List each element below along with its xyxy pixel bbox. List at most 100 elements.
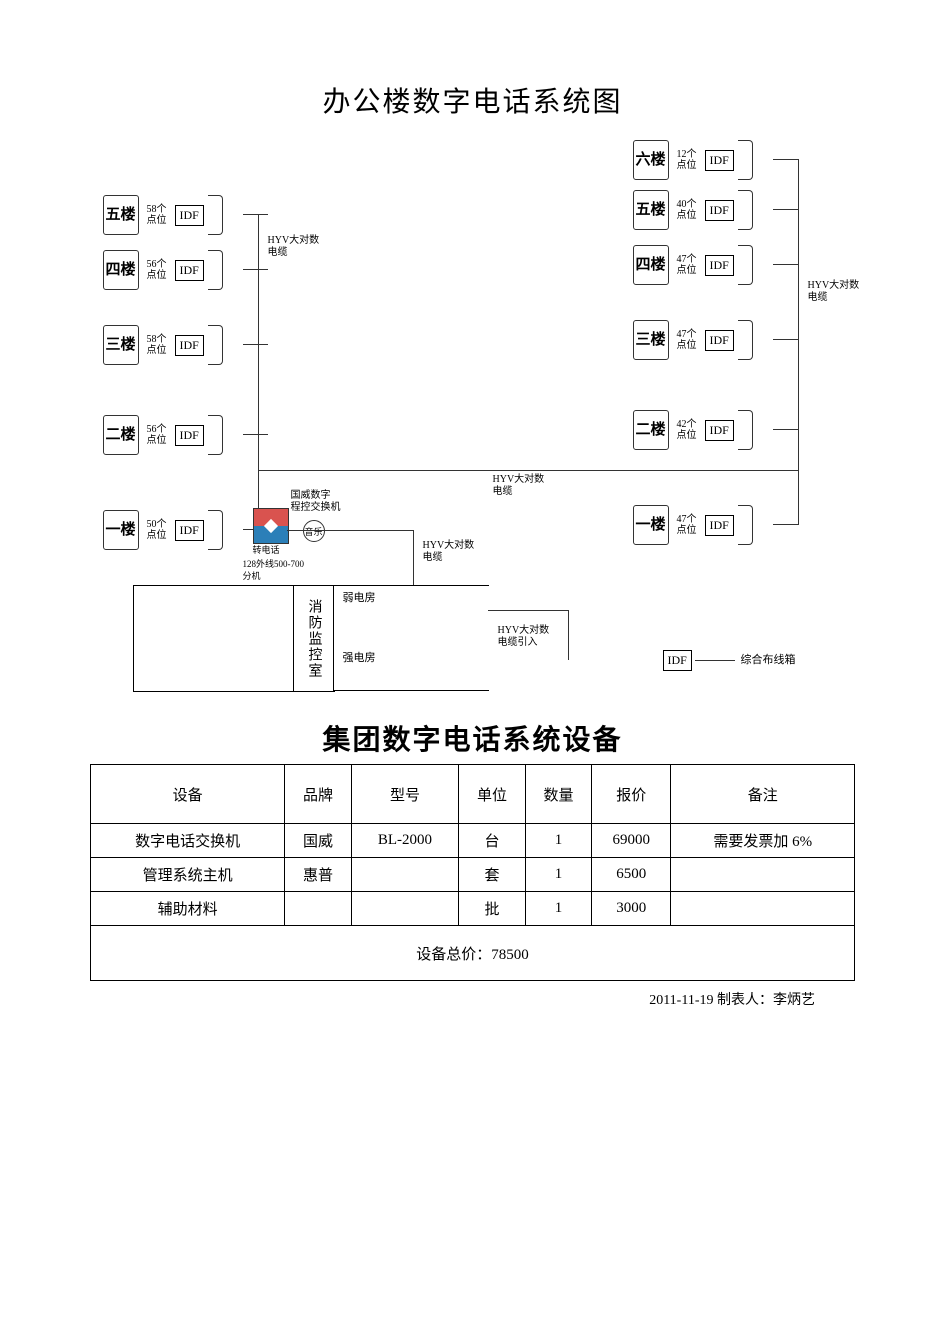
incoming-h (488, 610, 568, 611)
cable-label-left: HYV大对数 电缆 (268, 235, 320, 259)
floor-count: 50个 点位 (143, 519, 171, 541)
floor-node: 四楼56个 点位IDF (103, 250, 223, 290)
table-cell (671, 892, 855, 926)
idf-box: IDF (705, 200, 734, 221)
floor-label: 四楼 (103, 250, 139, 290)
floor-label: 三楼 (103, 325, 139, 365)
table-cell: 69000 (592, 824, 671, 858)
idf-box: IDF (175, 520, 204, 541)
idf-box: IDF (705, 150, 734, 171)
bracket (738, 320, 753, 360)
footer-author-label: 制表人： (717, 993, 773, 1008)
connector (773, 429, 798, 430)
idf-box: IDF (175, 335, 204, 356)
table-cell (285, 892, 351, 926)
table-cell: 套 (459, 858, 525, 892)
table-cell: 1 (525, 892, 591, 926)
table-cell: 数字电话交换机 (91, 824, 285, 858)
floor-count: 58个 点位 (143, 334, 171, 356)
table-cell: 台 (459, 824, 525, 858)
idf-box: IDF (175, 425, 204, 446)
floor-label: 二楼 (103, 415, 139, 455)
table-cell: 1 (525, 858, 591, 892)
table-cell: 需要发票加 6% (671, 824, 855, 858)
trunk-line (258, 470, 798, 471)
system-diagram: HYV大对数 电缆 五楼58个 点位IDF四楼56个 点位IDF三楼58个 点位… (93, 130, 853, 710)
connector (773, 159, 798, 160)
table-header: 备注 (671, 765, 855, 824)
table-cell (351, 858, 459, 892)
bracket (208, 325, 223, 365)
strong-room-label: 强电房 (343, 652, 376, 664)
floor-label: 五楼 (103, 195, 139, 235)
bracket (738, 410, 753, 450)
equipment-table: 设备品牌型号单位数量报价备注 数字电话交换机国威BL-2000台169000需要… (90, 764, 855, 981)
floor-label: 五楼 (633, 190, 669, 230)
floor-count: 56个 点位 (143, 259, 171, 281)
table-total-cell: 设备总价：78500 (91, 926, 855, 981)
table-header: 数量 (525, 765, 591, 824)
bracket (208, 250, 223, 290)
table-cell (351, 892, 459, 926)
cable-label-right: HYV大对数 电缆 (808, 280, 860, 304)
floor-node: 三楼47个 点位IDF (633, 320, 753, 360)
connector (773, 264, 798, 265)
footer-date: 2011-11-19 (649, 993, 713, 1008)
pbx-icon (253, 508, 289, 544)
bracket (208, 195, 223, 235)
connector (773, 524, 798, 525)
footer-author: 李炳艺 (773, 993, 815, 1008)
switch-out-line (287, 530, 413, 531)
floor-label: 一楼 (103, 510, 139, 550)
table-header: 品牌 (285, 765, 351, 824)
music-source: 音乐 (303, 520, 325, 542)
floor-node: 二楼42个 点位IDF (633, 410, 753, 450)
bracket (208, 510, 223, 550)
idf-box: IDF (175, 205, 204, 226)
floor-label: 四楼 (633, 245, 669, 285)
blank-room (133, 585, 295, 692)
legend-line (695, 660, 735, 661)
floor-node: 五楼40个 点位IDF (633, 190, 753, 230)
table-header: 报价 (592, 765, 671, 824)
table-title: 集团数字电话系统设备 (90, 718, 855, 758)
fire-room: 消防监控室 (293, 585, 335, 692)
footer: 2011-11-19 制表人：李炳艺 (90, 989, 855, 1009)
idf-box: IDF (705, 255, 734, 276)
floor-count: 47个 点位 (673, 329, 701, 351)
right-riser (798, 159, 799, 525)
bracket (738, 505, 753, 545)
table-total-row: 设备总价：78500 (91, 926, 855, 981)
connector (243, 434, 268, 435)
bracket (738, 245, 753, 285)
floor-count: 12个 点位 (673, 149, 701, 171)
table-cell: 辅助材料 (91, 892, 285, 926)
table-cell: 1 (525, 824, 591, 858)
fire-room-label: 消防监控室 (304, 599, 324, 679)
floor-node: 一楼47个 点位IDF (633, 505, 753, 545)
table-header: 型号 (351, 765, 459, 824)
floor-count: 47个 点位 (673, 254, 701, 276)
connector (243, 344, 268, 345)
idf-box: IDF (175, 260, 204, 281)
bracket (208, 415, 223, 455)
table-cell (671, 858, 855, 892)
connector (243, 214, 268, 215)
left-riser (258, 214, 259, 530)
legend-text: 综合布线箱 (741, 654, 796, 666)
idf-box: IDF (705, 515, 734, 536)
table-row: 管理系统主机惠普套16500 (91, 858, 855, 892)
table-header: 单位 (459, 765, 525, 824)
floor-count: 40个 点位 (673, 199, 701, 221)
floor-node: 三楼58个 点位IDF (103, 325, 223, 365)
table-row: 辅助材料批13000 (91, 892, 855, 926)
cable-label-trunk: HYV大对数 电缆 (493, 474, 545, 498)
floor-count: 56个 点位 (143, 424, 171, 446)
floor-node: 四楼47个 点位IDF (633, 245, 753, 285)
table-cell: 3000 (592, 892, 671, 926)
pbx-sublabel1: 转电话 (253, 544, 280, 556)
pbx-label: 国威数字 程控交换机 (291, 490, 341, 514)
floor-node: 六楼12个 点位IDF (633, 140, 753, 180)
table-cell: 国威 (285, 824, 351, 858)
floor-count: 58个 点位 (143, 204, 171, 226)
